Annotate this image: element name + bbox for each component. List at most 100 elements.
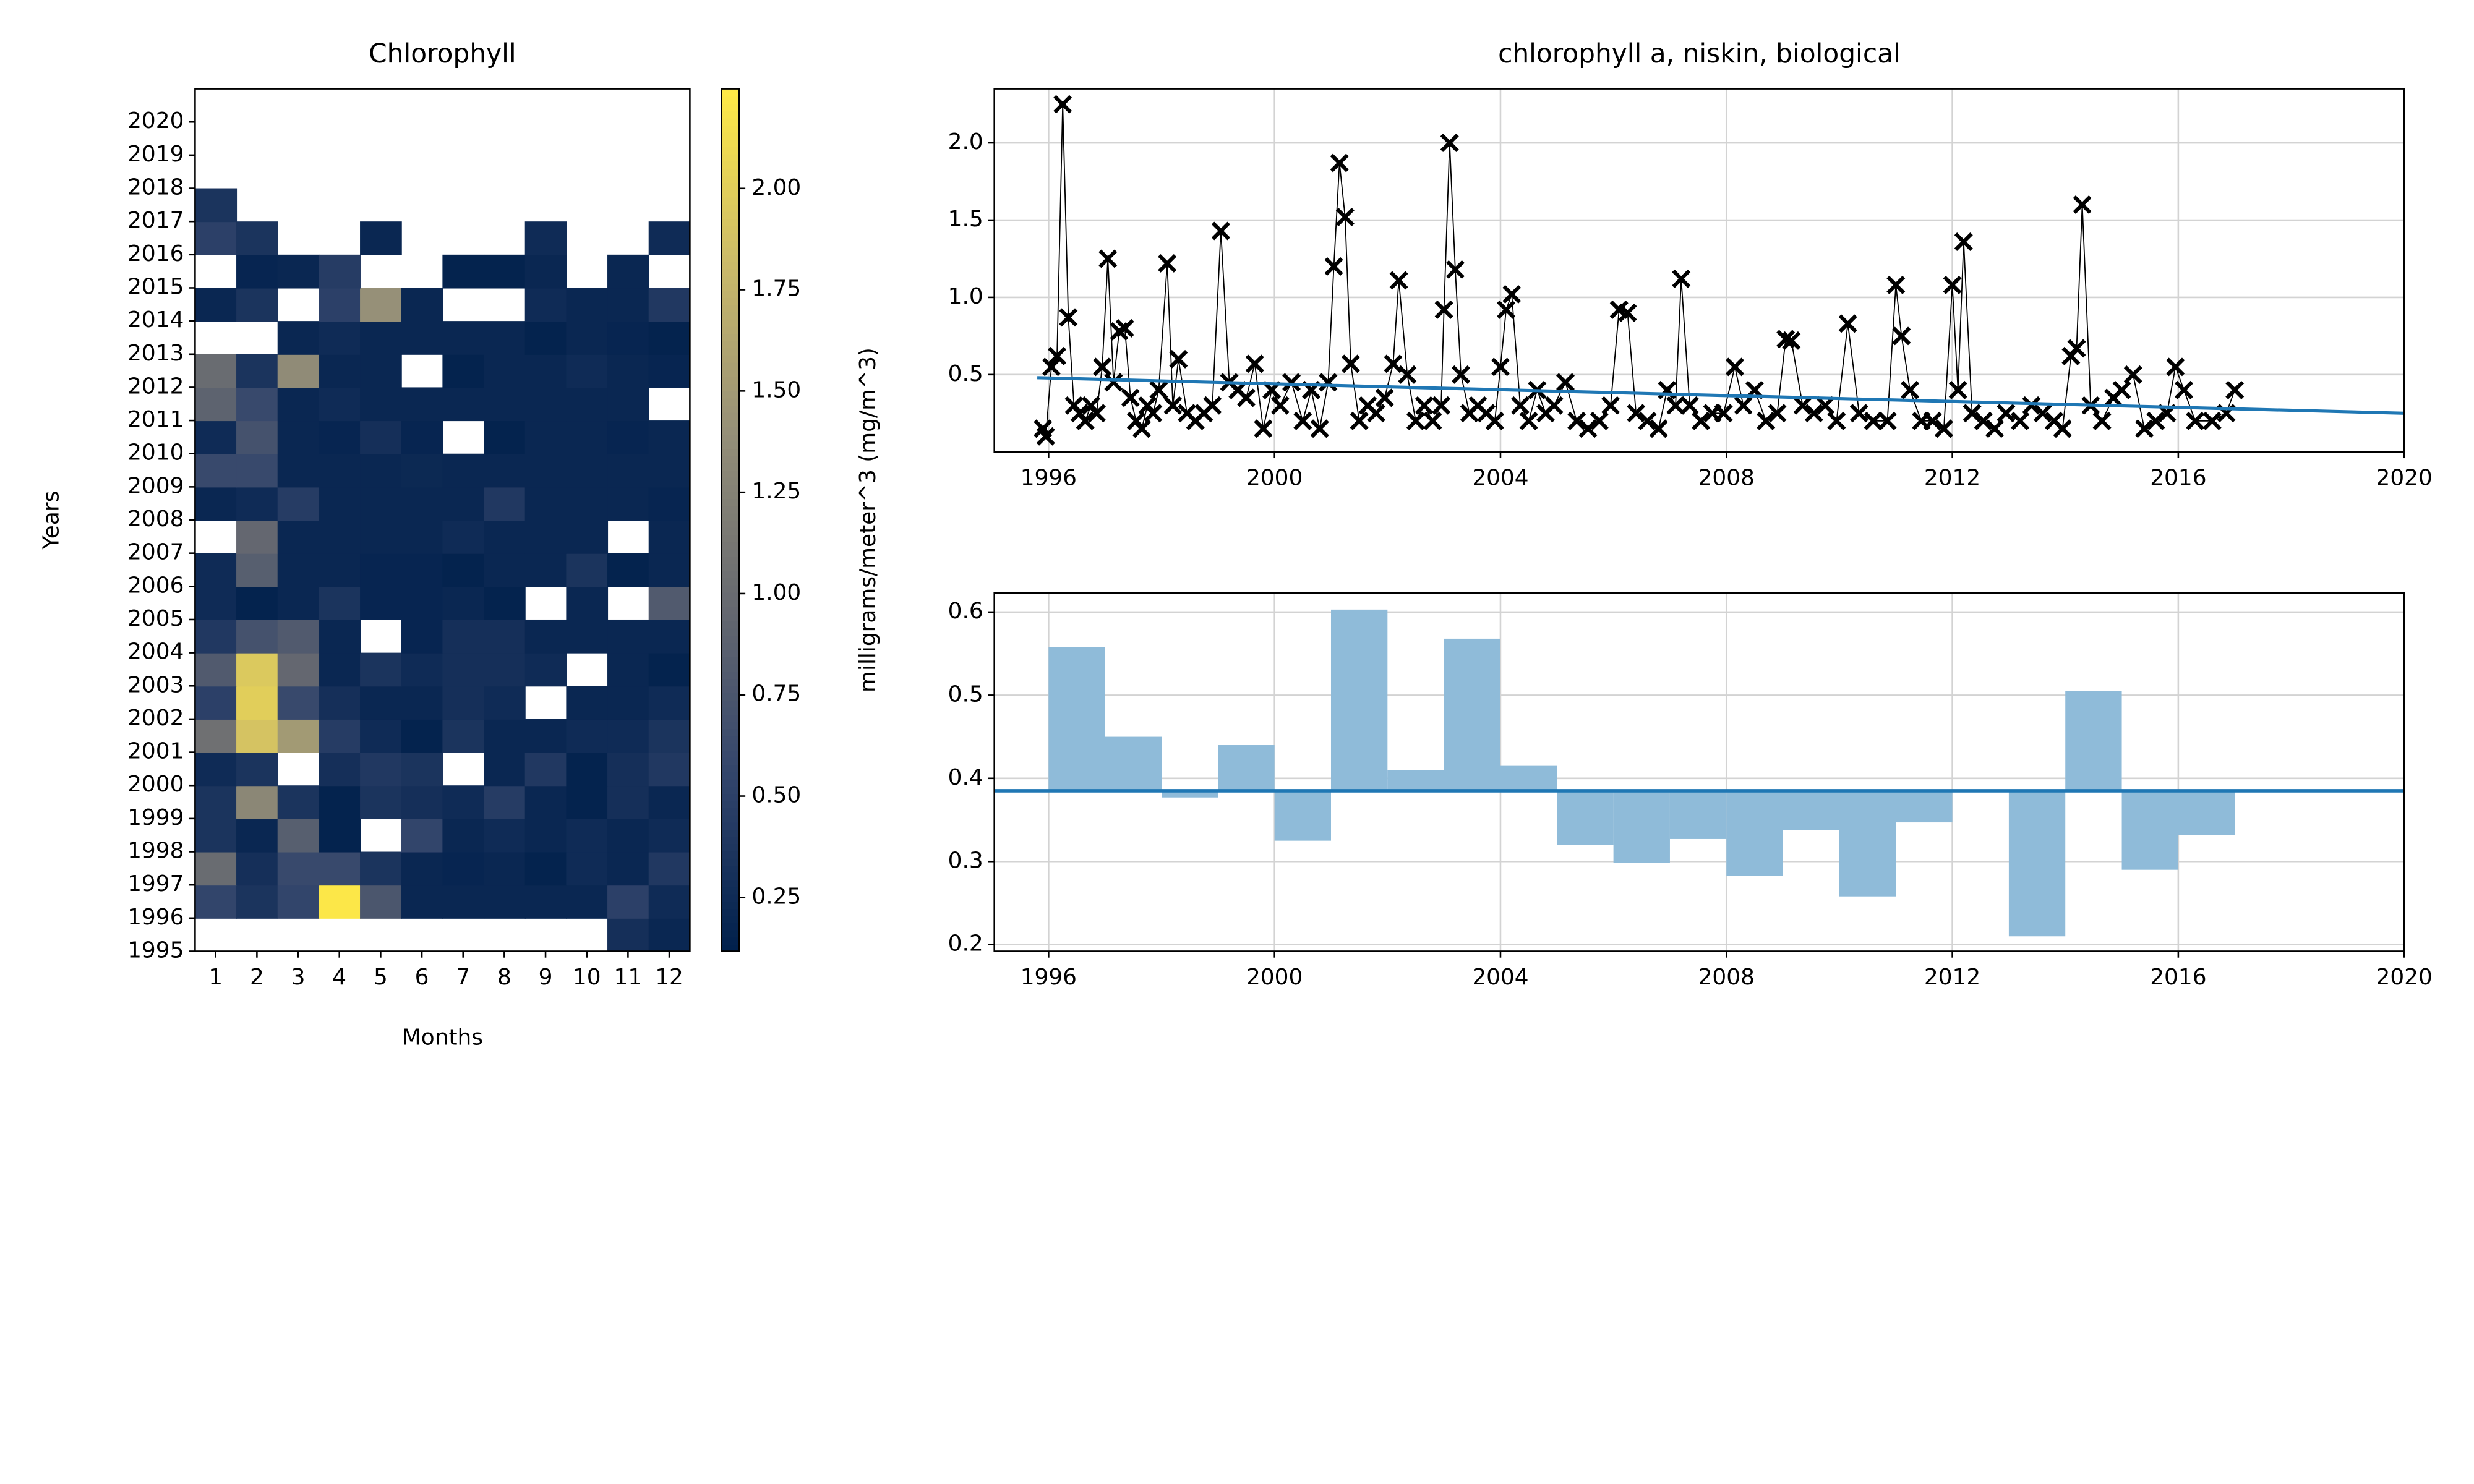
heat-cell — [236, 254, 278, 289]
heat-cell — [524, 354, 567, 388]
heat-cell — [277, 487, 320, 521]
colorbar-segment — [721, 786, 739, 795]
data-marker — [1544, 396, 1564, 415]
colorbar-segment — [721, 369, 739, 377]
colorbar-segment — [721, 707, 739, 715]
heat-cell — [195, 619, 238, 654]
data-marker — [1757, 411, 1776, 430]
y-tick-label: 2004 — [127, 639, 184, 665]
heat-cell — [319, 619, 361, 654]
heat-cell — [607, 851, 649, 886]
colorbar-segment — [721, 88, 739, 97]
heat-cell — [524, 321, 567, 355]
heat-cell — [236, 686, 278, 720]
data-marker — [1892, 326, 1911, 346]
data-marker — [1254, 419, 1273, 438]
heat-cell — [360, 851, 402, 886]
x-tick-label: 2004 — [1472, 965, 1528, 990]
data-marker — [1502, 284, 1522, 304]
heat-cell — [319, 818, 361, 853]
data-marker — [1567, 411, 1586, 430]
x-tick-label: 3 — [291, 965, 306, 990]
heat-cell — [319, 586, 361, 620]
heat-cell — [401, 520, 443, 554]
heat-cell — [401, 586, 443, 620]
data-marker — [1452, 365, 1471, 384]
data-marker — [1282, 373, 1301, 392]
heat-cell — [401, 752, 443, 787]
chart-title: chlorophyll a, niskin, biological — [1498, 38, 1901, 69]
heat-cell — [401, 851, 443, 886]
x-tick-label: 2016 — [2150, 965, 2206, 990]
heat-cell — [566, 553, 609, 587]
colorbar-segment — [721, 211, 739, 220]
data-marker — [1491, 357, 1510, 377]
heat-cell — [442, 818, 485, 853]
y-tick-label: 2012 — [127, 373, 184, 399]
colorbar-segment — [721, 318, 739, 327]
heat-cell — [360, 221, 402, 255]
heat-cell — [484, 254, 526, 289]
data-marker — [1734, 396, 1753, 415]
heat-cell — [648, 719, 691, 753]
heat-cell — [566, 785, 609, 819]
heat-cell — [484, 619, 526, 654]
heat-cell — [442, 321, 485, 355]
colorbar-segment — [721, 132, 739, 140]
heat-cell — [484, 885, 526, 919]
heat-cell — [401, 619, 443, 654]
bar — [2065, 691, 2122, 791]
colorbar-segment — [721, 441, 739, 450]
colorbar-segment — [721, 160, 739, 169]
colorbar-segment — [721, 254, 739, 262]
colorbar-segment — [721, 117, 739, 126]
heat-cell — [401, 686, 443, 720]
data-marker — [1423, 411, 1442, 430]
heat-cell — [648, 818, 691, 853]
heat-cell — [319, 321, 361, 355]
heat-cell — [566, 719, 609, 753]
x-axis-label: Months — [402, 1025, 483, 1050]
colorbar-segment — [721, 937, 739, 945]
data-marker — [1076, 411, 1095, 430]
heat-cell — [442, 719, 485, 753]
y-tick-label: 2006 — [127, 573, 184, 598]
data-marker — [2166, 357, 2185, 377]
data-marker — [1934, 419, 1953, 438]
colorbar-segment — [721, 484, 739, 492]
data-marker — [1104, 373, 1123, 392]
y-tick-label: 1.5 — [948, 207, 983, 232]
bar — [1783, 790, 1839, 830]
heat-cell — [524, 752, 567, 787]
data-marker — [1042, 357, 1061, 377]
data-marker — [1384, 354, 1403, 373]
y-tick-label: 0.5 — [948, 361, 983, 386]
y-tick-label: 2001 — [127, 739, 184, 764]
colorbar-segment — [721, 311, 739, 320]
x-tick-label: 2020 — [2376, 965, 2433, 990]
heat-cell — [607, 387, 649, 422]
heat-cell — [195, 586, 238, 620]
x-tick-label: 1996 — [1021, 465, 1077, 490]
heat-cell — [360, 652, 402, 687]
heat-cell — [566, 752, 609, 787]
heat-cell — [442, 619, 485, 654]
data-marker — [1666, 396, 1685, 415]
heat-cell — [236, 818, 278, 853]
data-marker — [1406, 411, 1425, 430]
data-marker — [1725, 357, 1744, 377]
bar — [1330, 609, 1388, 791]
heat-cell — [277, 719, 320, 753]
y-tick-label: 1997 — [127, 871, 184, 897]
heat-cell — [195, 188, 238, 223]
bar — [1500, 765, 1557, 791]
heat-cell — [236, 520, 278, 554]
colorbar-segment — [721, 469, 739, 478]
x-tick-label: 6 — [415, 965, 429, 990]
heat-cell — [195, 387, 238, 422]
colorbar-segment — [721, 743, 739, 751]
colorbar-segment — [721, 749, 739, 758]
heat-cell — [524, 885, 567, 919]
data-marker — [1270, 396, 1290, 415]
heat-cell — [277, 387, 320, 422]
